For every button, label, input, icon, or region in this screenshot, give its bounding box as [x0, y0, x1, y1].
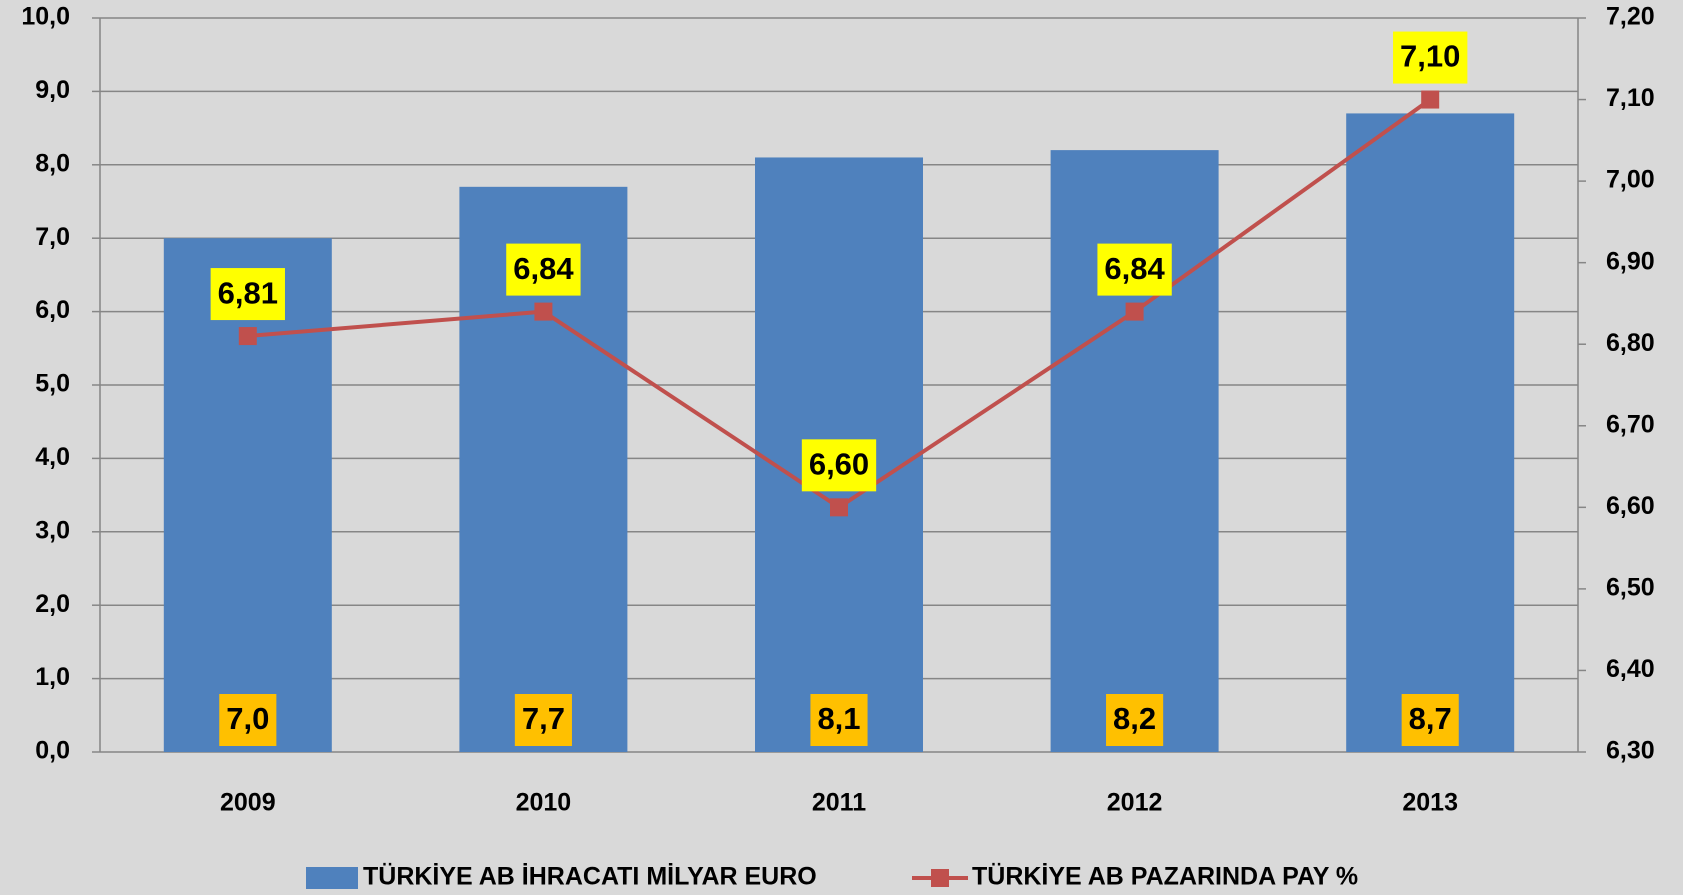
data-label-box — [219, 694, 277, 746]
y-tick-label: 0,0 — [35, 737, 70, 765]
marker — [1125, 302, 1144, 321]
data-label: 7,0 — [226, 701, 269, 736]
data-label-box — [1097, 243, 1172, 296]
y2-tick-label: 6,60 — [1606, 492, 1655, 520]
legend-label: TÜRKİYE AB PAZARINDA PAY % — [972, 862, 1358, 891]
x-tick-label: 2010 — [516, 789, 572, 817]
y2-tick-label: 7,10 — [1606, 84, 1655, 112]
data-label-box — [1401, 694, 1459, 746]
data-label-box — [210, 268, 285, 321]
y-tick-label: 4,0 — [35, 443, 70, 471]
y-tick-label: 1,0 — [35, 663, 70, 691]
y2-tick-label: 7,20 — [1606, 3, 1655, 31]
y-tick-label: 5,0 — [35, 370, 70, 398]
data-label-box — [514, 694, 572, 746]
data-label-box — [1393, 31, 1468, 84]
x-tick-label: 2011 — [812, 789, 866, 817]
y2-tick-label: 6,50 — [1606, 573, 1655, 601]
y-tick-label: 8,0 — [35, 149, 70, 177]
data-label: 7,10 — [1400, 39, 1460, 74]
y-tick-label: 7,0 — [35, 223, 70, 251]
legend-label: TÜRKİYE AB İHRACATI MİLYAR EURO — [363, 862, 817, 891]
data-label: 7,7 — [522, 701, 565, 736]
x-tick-label: 2013 — [1402, 789, 1458, 817]
data-label: 8,2 — [1113, 701, 1156, 736]
bar — [1050, 150, 1219, 752]
y-tick-label: 3,0 — [35, 516, 70, 544]
legend-swatch — [931, 869, 949, 887]
y2-tick-label: 7,00 — [1606, 166, 1655, 194]
data-label: 6,84 — [1104, 251, 1165, 286]
y2-tick-label: 6,70 — [1606, 410, 1655, 438]
marker — [534, 302, 553, 321]
y2-tick-label: 6,80 — [1606, 329, 1655, 357]
legend-swatch — [306, 867, 358, 889]
data-label: 6,60 — [809, 447, 869, 482]
data-label-box — [506, 243, 581, 296]
bar — [163, 238, 332, 752]
y2-tick-label: 6,90 — [1606, 247, 1655, 275]
data-label: 8,1 — [817, 701, 860, 736]
data-label-box — [1106, 694, 1164, 746]
x-tick-label: 2009 — [220, 789, 276, 817]
y-tick-label: 2,0 — [35, 590, 70, 618]
data-label-box — [801, 439, 877, 492]
data-label: 8,7 — [1409, 701, 1452, 736]
y-tick-label: 6,0 — [35, 296, 70, 324]
data-label-box — [810, 694, 868, 746]
marker — [830, 498, 848, 517]
y2-tick-label: 6,30 — [1606, 737, 1655, 765]
x-tick-label: 2012 — [1107, 789, 1163, 817]
bar — [1346, 113, 1515, 753]
data-label: 6,81 — [218, 275, 278, 310]
y2-tick-label: 6,40 — [1606, 655, 1655, 683]
marker — [238, 327, 257, 346]
marker — [1421, 90, 1440, 109]
y-tick-label: 10,0 — [21, 3, 70, 31]
data-label: 6,84 — [513, 251, 574, 286]
y-tick-label: 9,0 — [35, 76, 70, 104]
